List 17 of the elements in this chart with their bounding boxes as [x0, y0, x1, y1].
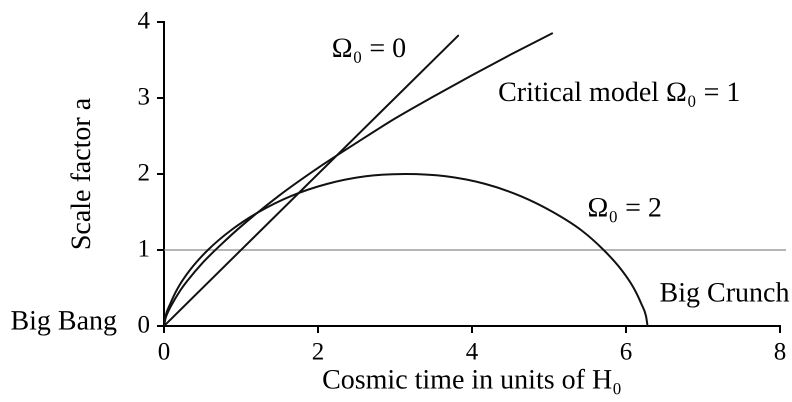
y-tick-label: 4: [138, 8, 150, 35]
series-label: Ω₀ = 0: [332, 33, 406, 64]
series-label: Critical model Ω₀ = 1: [498, 76, 740, 108]
y-axis-title: Scale factor a: [66, 97, 98, 250]
series-label: Ω₀ = 2: [588, 192, 662, 224]
x-tick-label: 8: [774, 338, 786, 366]
x-tick-label: 6: [620, 338, 632, 366]
y-tick-label: 3: [138, 84, 150, 111]
y-tick-label: 2: [138, 160, 150, 187]
y-tick-label: 1: [138, 236, 150, 263]
annotation: Big Bang: [10, 305, 117, 336]
y-tick-label: 0: [138, 312, 150, 339]
x-tick-label: 0: [158, 338, 170, 366]
x-axis-title: Cosmic time in units of H₀: [322, 364, 622, 396]
annotation: Big Crunch: [660, 277, 790, 308]
x-tick-label: 2: [312, 338, 324, 366]
x-tick-label: 4: [466, 338, 479, 366]
